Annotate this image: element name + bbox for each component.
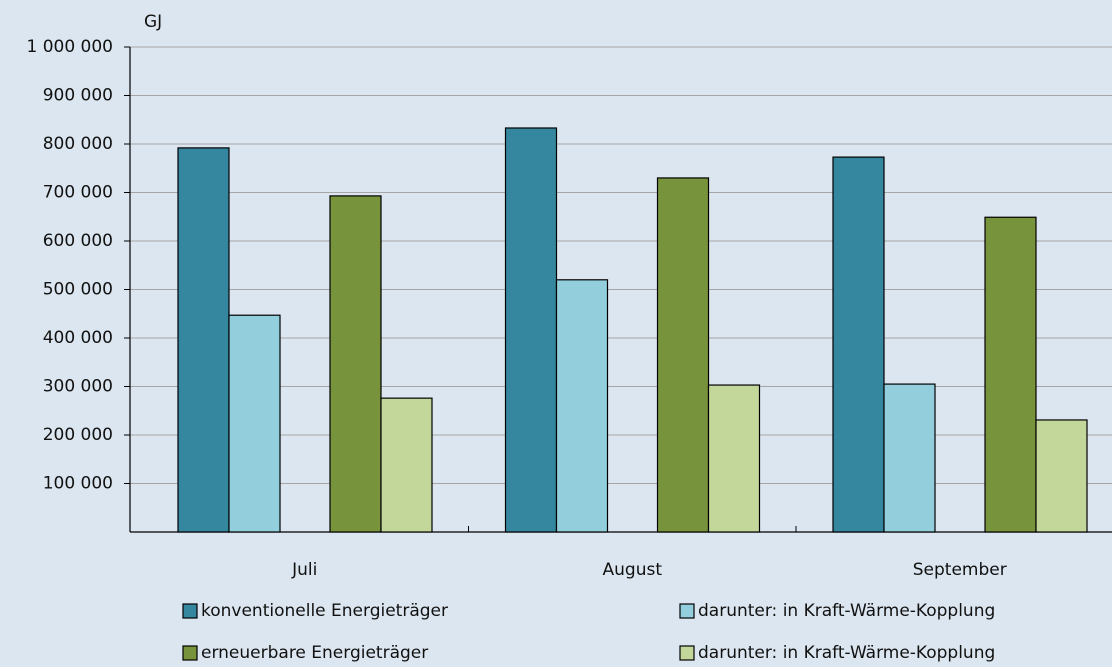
y-tick-label: 1 000 000 bbox=[26, 37, 113, 57]
x-tick-label: August bbox=[603, 560, 663, 580]
y-unit: GJ bbox=[144, 12, 162, 32]
bar bbox=[984, 216, 1037, 533]
bar bbox=[380, 397, 433, 533]
legend-label: darunter: in Kraft-Wärme-Kopplung bbox=[698, 601, 995, 621]
bar bbox=[177, 147, 230, 533]
legend-label: konventionelle Energieträger bbox=[201, 601, 448, 621]
y-tick-label: 900 000 bbox=[43, 86, 113, 106]
legend-swatch bbox=[679, 603, 695, 619]
y-tick-label: 200 000 bbox=[43, 425, 113, 445]
legend-swatch bbox=[182, 645, 198, 661]
bar bbox=[707, 384, 761, 533]
y-tick-label: 600 000 bbox=[43, 231, 113, 251]
legend-swatch bbox=[679, 645, 695, 661]
bar bbox=[555, 279, 609, 533]
legend-label: darunter: in Kraft-Wärme-Kopplung bbox=[698, 643, 995, 663]
legend-swatch bbox=[182, 603, 198, 619]
y-tick-label: 500 000 bbox=[43, 280, 113, 300]
bar bbox=[883, 383, 936, 533]
x-tick-label: September bbox=[913, 560, 1007, 580]
bar bbox=[1035, 419, 1088, 533]
legend-label: erneuerbare Energieträger bbox=[201, 643, 428, 663]
bar bbox=[329, 195, 382, 533]
y-tick-label: 100 000 bbox=[43, 474, 113, 494]
bar bbox=[656, 177, 710, 533]
y-tick-label: 400 000 bbox=[43, 328, 113, 348]
y-tick-label: 300 000 bbox=[43, 377, 113, 397]
bar bbox=[832, 156, 885, 533]
bar bbox=[228, 314, 281, 533]
y-tick-label: 700 000 bbox=[43, 183, 113, 203]
bar bbox=[504, 127, 558, 533]
x-tick-label: Juli bbox=[291, 560, 317, 580]
y-tick-label: 800 000 bbox=[43, 134, 113, 154]
